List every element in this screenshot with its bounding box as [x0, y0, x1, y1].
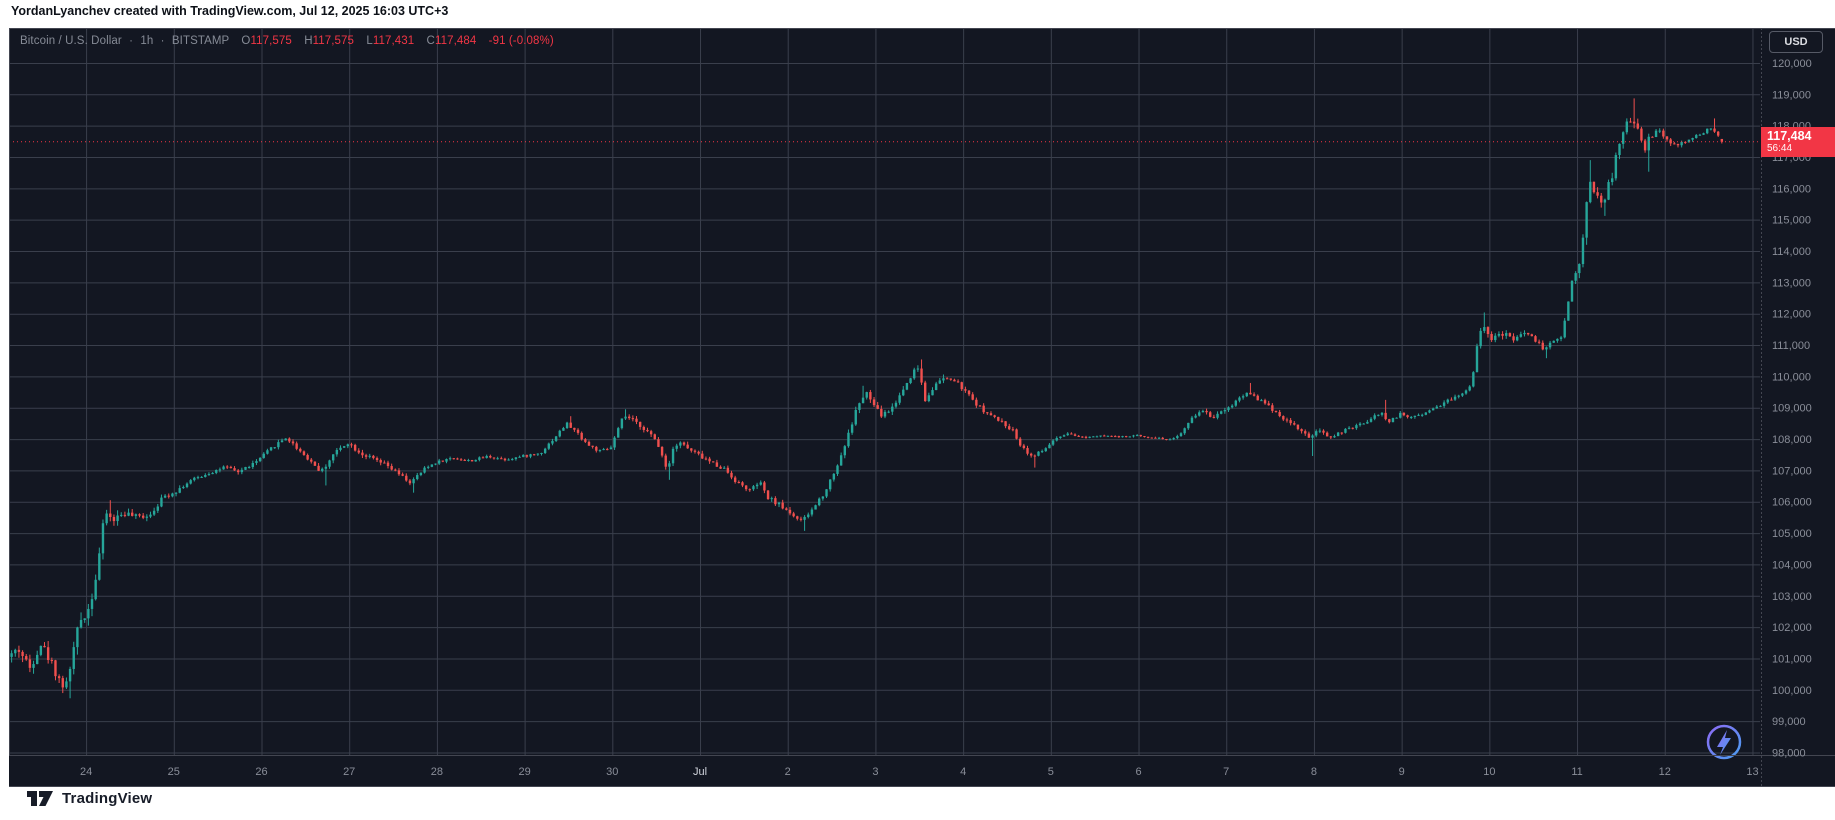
low-value: 117,431 [372, 35, 415, 47]
svg-text:29: 29 [518, 766, 530, 778]
symbol-legend: Bitcoin / U.S. Dollar · 1h · BITSTAMP O1… [20, 35, 554, 47]
open-value: 117,575 [250, 35, 292, 47]
svg-text:109,000: 109,000 [1772, 403, 1812, 415]
svg-text:30: 30 [606, 766, 618, 778]
change-value: -91 (-0.08%) [488, 35, 554, 47]
low-label: L [366, 35, 373, 47]
svg-text:9: 9 [1399, 766, 1405, 778]
candlestick-series [10, 98, 1724, 699]
svg-text:106,000: 106,000 [1772, 497, 1812, 509]
high-value: 117,575 [312, 35, 355, 47]
svg-text:4: 4 [960, 766, 966, 778]
svg-text:103,000: 103,000 [1772, 591, 1812, 603]
chart-pane[interactable]: 120,000119,000118,000117,000116,000115,0… [9, 28, 1835, 787]
svg-text:13: 13 [1746, 766, 1758, 778]
open-label: O [241, 35, 251, 47]
svg-text:99,000: 99,000 [1772, 716, 1806, 728]
svg-text:113,000: 113,000 [1772, 277, 1811, 289]
svg-text:111,000: 111,000 [1772, 340, 1810, 352]
bar-countdown: 56:44 [1767, 143, 1793, 154]
legend-separator: · [129, 35, 134, 47]
svg-text:27: 27 [343, 766, 355, 778]
svg-text:11: 11 [1571, 766, 1582, 778]
svg-text:114,000: 114,000 [1772, 246, 1811, 258]
chart-background [9, 28, 1835, 787]
svg-text:12: 12 [1659, 766, 1671, 778]
svg-text:5: 5 [1048, 766, 1054, 778]
svg-text:100,000: 100,000 [1772, 685, 1812, 697]
svg-text:102,000: 102,000 [1772, 622, 1812, 634]
last-price-value: 117,484 [1767, 129, 1812, 143]
watermark-lightning-icon [1706, 724, 1742, 760]
svg-text:104,000: 104,000 [1772, 559, 1812, 571]
svg-text:10: 10 [1483, 766, 1495, 778]
svg-text:2: 2 [785, 766, 791, 778]
svg-text:112,000: 112,000 [1772, 309, 1811, 321]
svg-text:107,000: 107,000 [1772, 465, 1812, 477]
svg-text:Jul: Jul [693, 766, 707, 778]
svg-text:3: 3 [872, 766, 878, 778]
svg-text:7: 7 [1223, 766, 1229, 778]
close-value: 117,484 [434, 35, 477, 47]
svg-text:25: 25 [168, 766, 180, 778]
price-axis[interactable]: 120,000119,000118,000117,000116,000115,0… [1772, 58, 1812, 760]
svg-text:101,000: 101,000 [1772, 653, 1812, 665]
symbol-interval[interactable]: 1h [140, 35, 154, 47]
pane-borders [9, 28, 1835, 787]
symbol-title[interactable]: Bitcoin / U.S. Dollar [20, 35, 122, 47]
svg-text:120,000: 120,000 [1772, 58, 1812, 70]
grid-lines [9, 28, 1760, 755]
high-label: H [304, 35, 313, 47]
svg-text:24: 24 [80, 766, 92, 778]
svg-text:8: 8 [1311, 766, 1317, 778]
svg-text:26: 26 [255, 766, 267, 778]
svg-text:6: 6 [1135, 766, 1141, 778]
footer-branding: TradingView [27, 790, 152, 807]
svg-text:110,000: 110,000 [1772, 371, 1811, 383]
svg-text:119,000: 119,000 [1772, 89, 1811, 101]
legend-separator: · [160, 35, 165, 47]
attribution-text: YordanLyanchev created with TradingView.… [11, 4, 449, 18]
tradingview-brand-text: TradingView [62, 790, 153, 807]
tradingview-logo-icon [27, 791, 53, 806]
close-label: C [426, 35, 435, 47]
svg-text:108,000: 108,000 [1772, 434, 1812, 446]
svg-text:115,000: 115,000 [1772, 215, 1811, 227]
svg-text:105,000: 105,000 [1772, 528, 1812, 540]
svg-text:28: 28 [431, 766, 443, 778]
symbol-exchange: BITSTAMP [171, 35, 230, 47]
currency-usd-button[interactable]: USD [1769, 31, 1823, 53]
time-axis[interactable]: 24 25 26 27 28 29 30 Jul 2 3 4 5 6 7 8 9 10 11 12 13 [80, 766, 1759, 778]
last-price-badge[interactable]: 117,484 56:44 [1761, 127, 1835, 157]
svg-text:98,000: 98,000 [1772, 747, 1806, 759]
svg-text:116,000: 116,000 [1772, 183, 1811, 195]
